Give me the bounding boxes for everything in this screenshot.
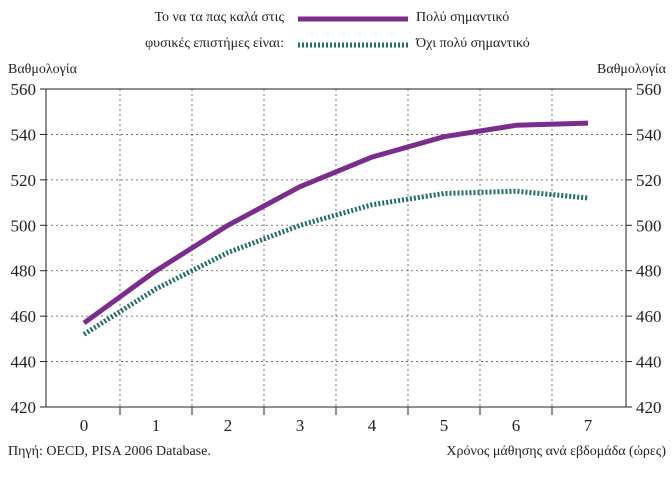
x-tick-label: 0 — [80, 416, 89, 435]
x-tick-label: 5 — [440, 416, 449, 435]
y-axis-left: 420 440 460 480 500 520 540 560 — [11, 80, 46, 417]
legend-prefix-line2: φυσικές επιστήμες είναι: — [145, 36, 284, 51]
x-tick-label: 4 — [368, 416, 377, 435]
y-tick-label-left: 420 — [11, 398, 37, 417]
y-tick-label-left: 440 — [11, 353, 37, 372]
y-axis-label-left: Βαθμολογία — [8, 62, 77, 77]
source-note: Πηγή: OECD, PISA 2006 Database. — [8, 444, 211, 459]
series-line-very-important — [82, 120, 589, 326]
y-tick-label-right: 540 — [636, 125, 662, 144]
y-tick-label-right: 520 — [636, 171, 662, 190]
legend-label-very-important: Πολύ σημαντικό — [416, 10, 510, 25]
x-axis: 0 1 2 3 4 5 6 7 — [80, 407, 593, 435]
y-axis-label-right: Βαθμολογία — [597, 62, 666, 77]
x-tick-label: 7 — [584, 416, 593, 435]
series-line-not-very-important — [82, 188, 589, 337]
y-tick-label-left: 480 — [11, 262, 37, 281]
x-axis-label: Χρόνος μάθησης ανά εβδομάδα (ώρες) — [446, 444, 666, 459]
series-lines — [82, 120, 589, 337]
legend-prefix-line1: Το να τα πας καλά στις — [154, 10, 284, 25]
x-tick-label: 1 — [152, 416, 161, 435]
gridlines — [46, 89, 626, 407]
y-axis-right: 420 440 460 480 500 520 540 560 — [626, 80, 662, 417]
y-tick-label-left: 560 — [11, 80, 37, 99]
x-tick-label: 3 — [296, 416, 305, 435]
y-tick-label-right: 480 — [636, 262, 662, 281]
y-tick-label-right: 560 — [636, 80, 662, 99]
y-tick-label-right: 460 — [636, 307, 662, 326]
y-tick-label-left: 520 — [11, 171, 37, 190]
x-tick-label: 2 — [224, 416, 233, 435]
y-tick-label-right: 500 — [636, 216, 662, 235]
legend-swatches — [298, 16, 408, 48]
y-tick-label-right: 440 — [636, 353, 662, 372]
y-tick-label-right: 420 — [636, 398, 662, 417]
y-tick-label-left: 540 — [11, 125, 37, 144]
y-tick-label-left: 500 — [11, 216, 37, 235]
x-tick-label: 6 — [512, 416, 521, 435]
legend-label-not-very-important: Όχι πολύ σημαντικό — [416, 36, 530, 51]
y-tick-label-left: 460 — [11, 307, 37, 326]
